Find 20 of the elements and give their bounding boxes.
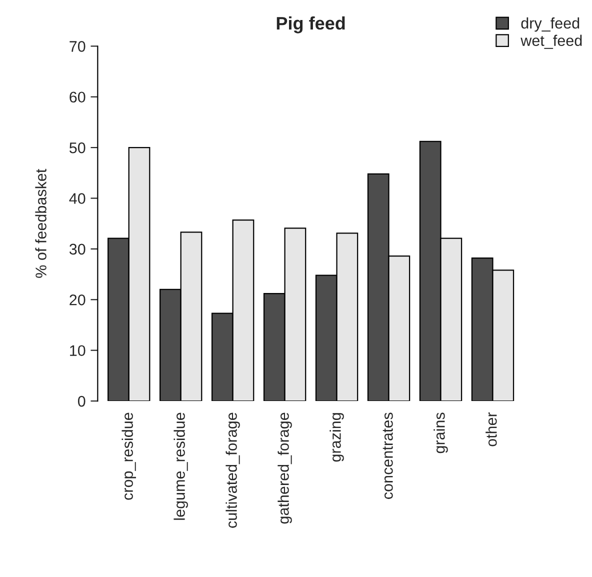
y-tick-label: 60 — [70, 92, 86, 103]
x-tick-label: other — [486, 412, 497, 446]
x-tick-label: crop_residue — [122, 412, 136, 500]
chart-title: Pig feed — [276, 16, 345, 34]
legend-label: wet_feed — [520, 34, 582, 49]
x-tick-label: gathered_forage — [278, 412, 292, 524]
y-axis-title: % of feedbasket — [35, 168, 46, 278]
x-tick-label: cultivated_forage — [226, 412, 240, 528]
y-tick-label: 50 — [69, 142, 86, 154]
y-tick-label: 10 — [70, 345, 86, 356]
y-tick-label: 20 — [70, 294, 86, 306]
y-tick-label: 30 — [69, 244, 86, 255]
y-tick-label: 0 — [78, 396, 86, 407]
x-tick-label: grazing — [330, 413, 344, 462]
y-tick-label: 40 — [69, 193, 86, 204]
legend-label: dry_feed — [521, 17, 580, 32]
x-tick-label: grains — [434, 412, 448, 454]
x-tick-label: concentrates — [382, 412, 393, 499]
y-tick-label: 70 — [70, 41, 86, 52]
x-tick-label: legume_residue — [174, 412, 188, 520]
